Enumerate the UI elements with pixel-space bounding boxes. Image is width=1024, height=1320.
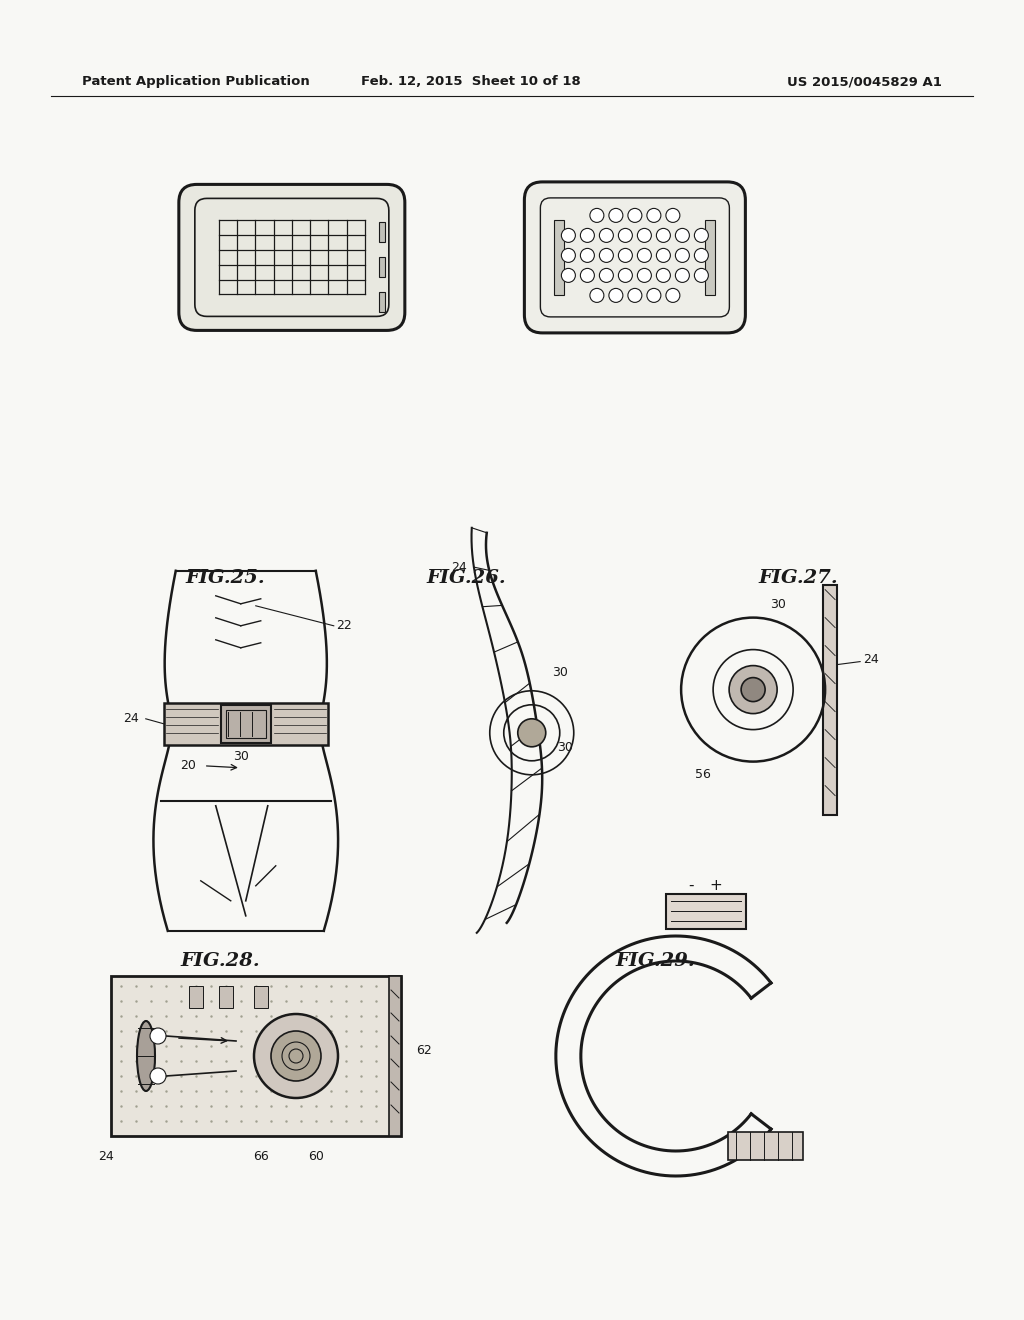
Bar — [379, 222, 385, 243]
Text: FIG.29.: FIG.29. — [615, 952, 695, 970]
Bar — [219, 986, 233, 1008]
Text: FIG.26.: FIG.26. — [426, 569, 506, 587]
Text: 30: 30 — [232, 750, 249, 763]
Text: FIG.28.: FIG.28. — [180, 952, 260, 970]
Bar — [728, 1133, 804, 1160]
Circle shape — [581, 248, 594, 263]
Circle shape — [637, 248, 651, 263]
Circle shape — [694, 268, 709, 282]
Circle shape — [628, 209, 642, 222]
Circle shape — [561, 248, 575, 263]
Bar — [221, 705, 270, 743]
Circle shape — [618, 228, 633, 243]
Circle shape — [676, 268, 689, 282]
Circle shape — [694, 248, 709, 263]
Circle shape — [150, 1028, 166, 1044]
Circle shape — [666, 288, 680, 302]
Bar — [225, 710, 266, 738]
Bar — [111, 975, 401, 1137]
FancyBboxPatch shape — [179, 185, 404, 330]
Bar — [823, 585, 838, 814]
Circle shape — [561, 268, 575, 282]
Circle shape — [271, 1031, 321, 1081]
Circle shape — [518, 719, 546, 747]
Text: 60: 60 — [308, 1150, 324, 1163]
Circle shape — [618, 268, 633, 282]
Text: 24: 24 — [451, 561, 467, 574]
Circle shape — [637, 228, 651, 243]
Circle shape — [599, 268, 613, 282]
Circle shape — [618, 248, 633, 263]
Text: -: - — [688, 878, 693, 894]
Circle shape — [590, 288, 604, 302]
Circle shape — [676, 248, 689, 263]
Bar — [164, 702, 328, 744]
Circle shape — [729, 665, 777, 714]
Text: FIG.24: FIG.24 — [624, 206, 697, 224]
Circle shape — [656, 228, 671, 243]
Text: 56: 56 — [695, 768, 711, 781]
Circle shape — [581, 268, 594, 282]
Text: FIG.25.: FIG.25. — [185, 569, 265, 587]
Text: 62: 62 — [416, 1044, 432, 1057]
Circle shape — [561, 228, 575, 243]
Text: 22: 22 — [336, 619, 351, 632]
Circle shape — [656, 268, 671, 282]
Circle shape — [656, 248, 671, 263]
Circle shape — [581, 228, 594, 243]
Bar — [706, 220, 716, 294]
Bar — [379, 293, 385, 313]
Circle shape — [150, 1068, 166, 1084]
Circle shape — [254, 1014, 338, 1098]
Text: 30: 30 — [552, 667, 567, 680]
Text: 24: 24 — [123, 713, 138, 725]
Circle shape — [609, 288, 623, 302]
Bar — [554, 220, 564, 294]
Circle shape — [741, 677, 765, 702]
Circle shape — [666, 209, 680, 222]
Circle shape — [599, 248, 613, 263]
Circle shape — [609, 209, 623, 222]
Text: 30: 30 — [557, 742, 572, 754]
Bar — [189, 986, 203, 1008]
Circle shape — [676, 228, 689, 243]
Text: 20: 20 — [180, 759, 196, 772]
Text: Feb. 12, 2015  Sheet 10 of 18: Feb. 12, 2015 Sheet 10 of 18 — [361, 75, 581, 88]
Circle shape — [599, 228, 613, 243]
Circle shape — [637, 268, 651, 282]
Circle shape — [647, 288, 660, 302]
Text: US 2015/0045829 A1: US 2015/0045829 A1 — [787, 75, 942, 88]
Text: 30: 30 — [770, 598, 786, 611]
Circle shape — [628, 288, 642, 302]
Bar — [379, 257, 385, 277]
Text: +: + — [710, 878, 722, 894]
Bar — [666, 894, 745, 928]
Bar — [389, 975, 401, 1137]
Ellipse shape — [137, 1020, 155, 1092]
Circle shape — [647, 209, 660, 222]
Text: FIG.27.: FIG.27. — [759, 569, 839, 587]
Circle shape — [590, 209, 604, 222]
Text: FIG.23: FIG.23 — [255, 206, 329, 224]
Circle shape — [694, 228, 709, 243]
FancyBboxPatch shape — [524, 182, 745, 333]
Text: Patent Application Publication: Patent Application Publication — [82, 75, 309, 88]
Text: 24: 24 — [98, 1150, 114, 1163]
Text: 66: 66 — [253, 1150, 269, 1163]
Bar — [254, 986, 268, 1008]
Text: 24: 24 — [863, 653, 879, 667]
